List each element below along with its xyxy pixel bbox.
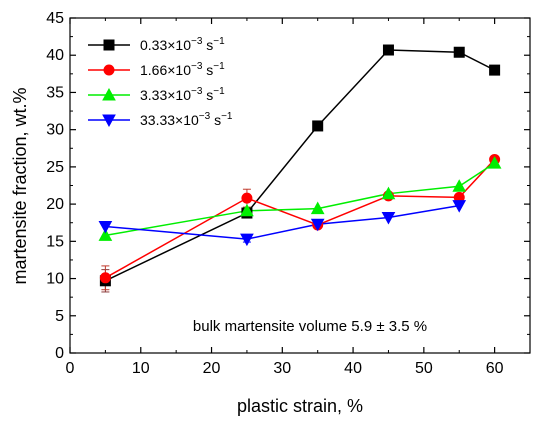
data-point-3 xyxy=(381,212,396,225)
x-tick-label: 0 xyxy=(66,360,75,377)
x-axis-label: plastic strain, % xyxy=(237,396,363,416)
data-point-2 xyxy=(98,228,113,241)
series-line-0 xyxy=(105,49,495,282)
legend-label-0: 0.33×10−3 s−1 xyxy=(140,36,225,53)
series-lines xyxy=(105,49,496,282)
axis-ticks: 0 10 20 30 40 50 60 0 5 10 15 20 25 30 35 40 45 xyxy=(46,10,531,377)
legend: 0.33×10−3 s−1 1.66×10−3 s−1 3.33×10−3 s−1 3… xyxy=(88,36,233,128)
data-point-1 xyxy=(99,272,111,284)
y-tick-label: 25 xyxy=(46,159,64,176)
y-tick-label: 0 xyxy=(55,345,64,362)
data-point-2 xyxy=(452,179,467,192)
x-tick-label: 10 xyxy=(132,360,150,377)
x-tick-label: 50 xyxy=(415,360,433,377)
y-axis-label: martensite fraction, wt.% xyxy=(10,87,30,284)
data-point-0 xyxy=(382,44,394,56)
data-point-0 xyxy=(489,64,501,76)
data-point-0 xyxy=(312,120,324,132)
legend-marker-1 xyxy=(103,64,115,76)
legend-label-3: 33.33×10−3 s−1 xyxy=(140,111,233,128)
data-point-3 xyxy=(240,233,254,247)
series-line-2 xyxy=(105,162,496,237)
x-tick-label: 40 xyxy=(344,360,362,377)
data-point-2 xyxy=(310,201,325,215)
x-tick-label: 60 xyxy=(486,360,504,377)
data-markers xyxy=(98,44,502,287)
data-point-3 xyxy=(452,200,467,213)
legend-marker-3 xyxy=(102,114,116,128)
series-line-3 xyxy=(105,204,460,240)
data-point-3 xyxy=(310,218,325,232)
y-tick-label: 40 xyxy=(46,47,64,64)
legend-label-1: 1.66×10−3 s−1 xyxy=(140,61,225,78)
error-bars xyxy=(101,188,251,293)
y-tick-label: 35 xyxy=(46,84,64,101)
x-tick-label: 30 xyxy=(273,360,291,377)
y-tick-label: 20 xyxy=(46,196,64,213)
x-tick-label: 20 xyxy=(203,360,221,377)
series-line-1 xyxy=(105,158,496,279)
legend-marker-0 xyxy=(103,39,115,51)
y-tick-label: 45 xyxy=(46,10,64,27)
y-tick-label: 15 xyxy=(46,233,64,250)
data-point-2 xyxy=(240,203,254,217)
y-tick-label: 30 xyxy=(46,122,64,139)
y-tick-label: 5 xyxy=(55,308,64,325)
y-tick-label: 10 xyxy=(46,271,64,288)
data-point-1 xyxy=(241,192,253,204)
data-point-2 xyxy=(487,156,502,169)
legend-marker-2 xyxy=(102,87,116,101)
data-point-0 xyxy=(453,46,465,58)
data-point-3 xyxy=(98,220,113,234)
annotation-text: bulk martensite volume 5.9 ± 3.5 % xyxy=(193,318,427,335)
legend-label-2: 3.33×10−3 s−1 xyxy=(140,86,225,103)
data-point-2 xyxy=(381,186,396,200)
